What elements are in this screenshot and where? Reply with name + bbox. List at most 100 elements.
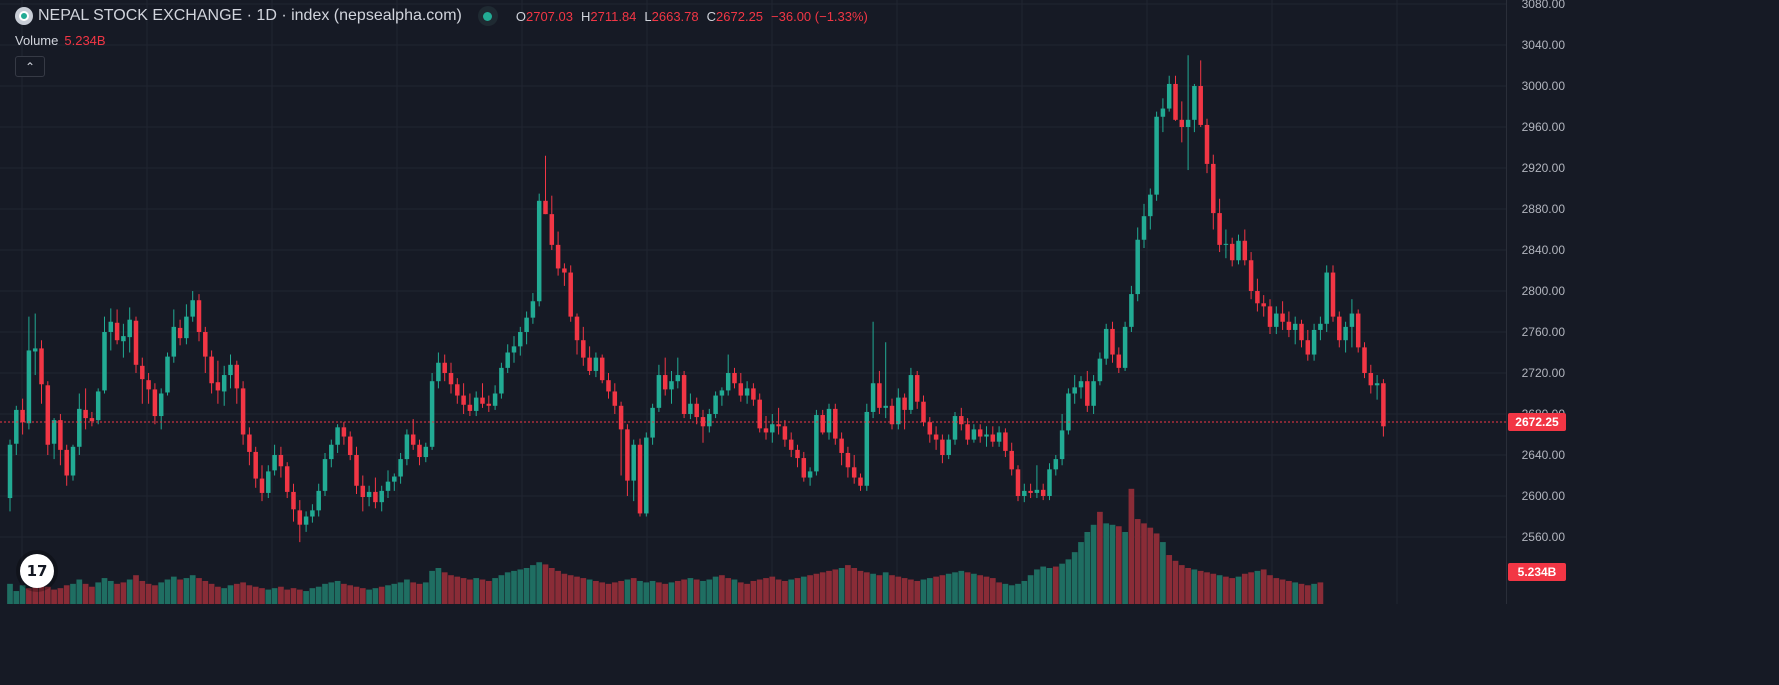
candle — [669, 370, 674, 404]
volume-bar — [826, 570, 832, 604]
candle-body — [429, 381, 435, 447]
price-tick-label: 2560.00 — [1521, 530, 1565, 544]
candle — [95, 388, 101, 425]
volume-bar — [1191, 569, 1198, 604]
close-label: C — [706, 8, 717, 24]
candle — [1223, 229, 1229, 259]
candle — [1337, 311, 1342, 348]
price-tick-label: 2600.00 — [1521, 489, 1565, 503]
candle — [1355, 309, 1361, 353]
volume-bar — [870, 573, 876, 604]
candle-body — [360, 485, 366, 498]
candle-body — [1198, 86, 1203, 125]
candle — [751, 383, 756, 406]
candle-body — [889, 405, 895, 425]
volume-bar — [1286, 580, 1292, 604]
volume-bar — [555, 570, 561, 604]
candle-body — [177, 327, 183, 339]
candle — [1381, 379, 1386, 437]
candle-body — [20, 409, 25, 423]
candle-body — [322, 459, 328, 491]
candle — [1374, 375, 1380, 400]
volume-bar — [788, 579, 795, 604]
volume-bar — [435, 568, 442, 604]
candle-body — [927, 422, 933, 435]
candle-body — [1116, 354, 1122, 368]
candle-body — [1135, 239, 1140, 295]
candle — [1085, 370, 1090, 412]
candle — [788, 432, 794, 458]
candle — [757, 393, 762, 433]
volume-bar — [460, 578, 467, 604]
candle — [177, 319, 183, 346]
candle — [58, 414, 63, 466]
chart-legend: NEPAL STOCK EXCHANGE · 1D · index (nepse… — [15, 6, 868, 26]
candle — [247, 427, 252, 466]
candle-body — [1229, 243, 1235, 261]
candle-body — [32, 348, 38, 352]
candle — [864, 403, 870, 491]
candle — [1015, 465, 1021, 502]
candle-body — [625, 429, 630, 481]
low-label: L — [644, 8, 652, 24]
volume-bars — [7, 488, 1324, 604]
volume-bar — [485, 580, 492, 604]
candle — [1274, 306, 1279, 335]
candle-body — [1160, 108, 1166, 117]
candle — [1003, 428, 1008, 458]
candle-body — [751, 388, 756, 400]
candle-body — [631, 444, 636, 481]
low-value: 2663.78 — [651, 8, 699, 24]
volume-bar — [964, 572, 971, 604]
candle-body — [587, 357, 592, 371]
candle — [1280, 301, 1285, 330]
symbol-title[interactable]: NEPAL STOCK EXCHANGE · 1D · index (nepse… — [38, 7, 462, 24]
volume-bar — [719, 575, 725, 604]
candle — [1059, 414, 1065, 466]
candle-body — [203, 332, 208, 357]
volume-bar — [1147, 527, 1154, 604]
candle-body — [108, 321, 114, 332]
volume-bar — [567, 575, 574, 604]
candle — [599, 354, 605, 384]
candle-body — [776, 424, 781, 427]
candle-body — [851, 467, 857, 478]
volume-bar — [265, 589, 272, 604]
candle-body — [688, 403, 693, 414]
candle — [121, 323, 126, 358]
volume-bar — [952, 572, 958, 604]
volume-bar — [1084, 532, 1091, 604]
candle-body — [291, 491, 296, 510]
volume-bar — [416, 583, 423, 604]
candle-body — [1248, 260, 1254, 291]
candle-body — [725, 373, 731, 391]
volume-legend[interactable]: Volume 5.234B — [15, 33, 106, 48]
volume-bar — [782, 580, 788, 604]
volume-bar — [763, 578, 769, 604]
candle-body — [297, 510, 303, 525]
candle — [215, 360, 221, 404]
candle-body — [946, 439, 951, 455]
candle — [165, 352, 170, 396]
exchange-logo-icon — [15, 7, 33, 25]
candle-body — [253, 451, 258, 479]
volume-bar — [114, 583, 120, 604]
market-status-icon[interactable] — [477, 6, 498, 26]
tradingview-logo-icon[interactable]: 17 — [20, 554, 54, 588]
volume-bar — [448, 575, 454, 604]
candle-body — [990, 434, 996, 442]
candle — [795, 444, 800, 468]
candle-body — [221, 375, 227, 392]
price-axis[interactable]: 2560.002600.002640.002680.002720.002760.… — [1506, 0, 1569, 604]
candle — [486, 395, 492, 412]
candle-body — [1173, 83, 1178, 120]
volume-bar — [259, 588, 265, 604]
candlestick-chart[interactable] — [0, 0, 1506, 604]
candle-body — [1122, 326, 1128, 368]
volume-bar — [1134, 519, 1141, 604]
collapse-legend-button[interactable]: ⌃ — [15, 56, 45, 77]
candle-body — [398, 459, 403, 477]
candle — [536, 193, 542, 307]
candle — [625, 424, 630, 496]
candle-body — [656, 375, 662, 408]
